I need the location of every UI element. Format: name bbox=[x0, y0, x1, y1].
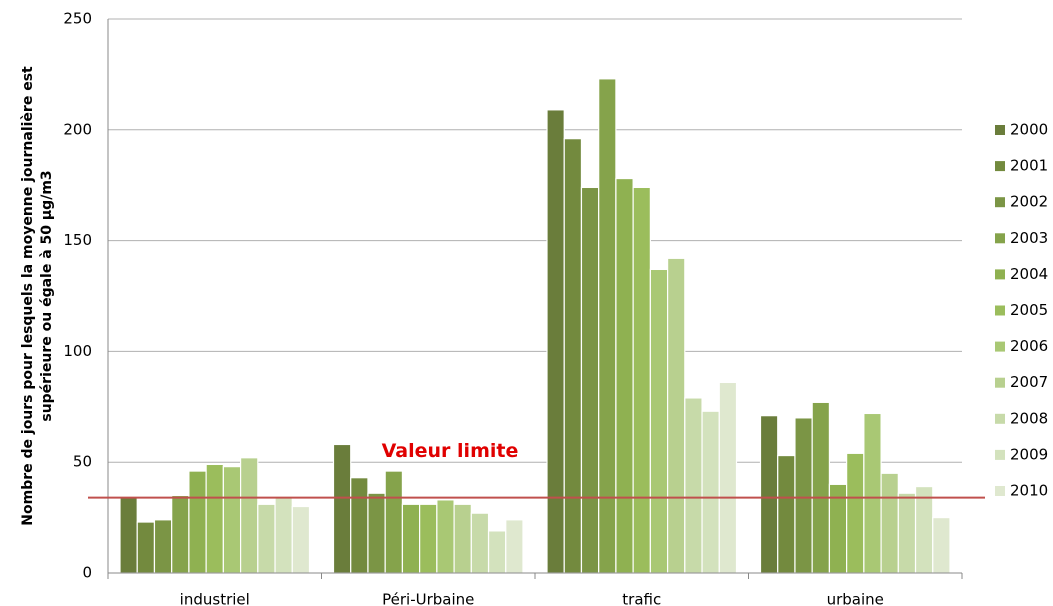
legend-swatch bbox=[995, 413, 1005, 424]
y-tick-label: 250 bbox=[63, 10, 92, 28]
legend-label: 2003 bbox=[1010, 229, 1048, 247]
legend-label: 2001 bbox=[1010, 157, 1048, 175]
bar bbox=[811, 401, 831, 574]
legend-swatch bbox=[995, 125, 1005, 135]
reference-label: Valeur limite bbox=[382, 440, 519, 462]
bar bbox=[119, 497, 138, 574]
bar bbox=[384, 470, 404, 574]
bar bbox=[649, 268, 669, 574]
x-tick-label: urbaine bbox=[827, 591, 884, 606]
bar bbox=[701, 410, 720, 574]
y-tick-label: 100 bbox=[63, 342, 92, 360]
bar bbox=[880, 472, 899, 574]
bar bbox=[546, 109, 565, 574]
y-tick-label: 200 bbox=[63, 120, 92, 138]
bar bbox=[563, 138, 583, 574]
bar bbox=[332, 443, 352, 574]
bar bbox=[794, 417, 813, 574]
legend-label: 2006 bbox=[1010, 337, 1048, 355]
bar bbox=[487, 530, 507, 574]
bar bbox=[453, 503, 472, 574]
bar bbox=[171, 494, 190, 574]
x-tick-label: Péri-Urbaine bbox=[382, 591, 474, 606]
bar bbox=[505, 519, 524, 574]
bar bbox=[350, 477, 369, 574]
bar bbox=[205, 463, 224, 574]
legend-label: 2010 bbox=[1010, 482, 1048, 500]
bar bbox=[153, 519, 173, 574]
bar bbox=[222, 466, 242, 574]
legend-label: 2000 bbox=[1010, 121, 1048, 139]
legend-swatch bbox=[995, 269, 1005, 280]
legend-label: 2009 bbox=[1010, 445, 1048, 463]
legend-label: 2008 bbox=[1010, 409, 1048, 427]
bar bbox=[666, 257, 686, 574]
y-axis-label: supérieure ou égale à 50 µg/m3 bbox=[39, 170, 55, 421]
legend-swatch bbox=[995, 486, 1005, 496]
bar bbox=[632, 186, 651, 574]
legend-label: 2002 bbox=[1010, 193, 1048, 211]
bar bbox=[846, 452, 865, 574]
bar bbox=[897, 492, 917, 574]
bar bbox=[777, 454, 796, 574]
legend-swatch bbox=[995, 233, 1005, 244]
bar bbox=[136, 521, 156, 574]
x-tick-label: industriel bbox=[180, 591, 250, 606]
legend-swatch bbox=[995, 377, 1005, 388]
bar bbox=[257, 503, 276, 574]
bar bbox=[188, 470, 207, 574]
legend-label: 2007 bbox=[1010, 373, 1048, 391]
bar bbox=[274, 497, 293, 574]
bar bbox=[239, 457, 259, 574]
y-axis-label: Nombre de jours pour lesquels la moyenne… bbox=[20, 66, 36, 526]
bar bbox=[436, 499, 455, 574]
legend-swatch bbox=[995, 341, 1005, 352]
bar bbox=[598, 78, 617, 574]
bar bbox=[914, 485, 934, 574]
y-tick-label: 0 bbox=[82, 564, 92, 582]
legend-label: 2005 bbox=[1010, 301, 1048, 319]
bar bbox=[684, 397, 703, 574]
y-tick-label: 50 bbox=[73, 453, 92, 471]
bar bbox=[580, 186, 600, 574]
y-tick-label: 150 bbox=[63, 231, 92, 249]
legend-swatch bbox=[995, 449, 1005, 460]
bar bbox=[291, 505, 311, 574]
bar bbox=[367, 492, 386, 574]
legend-label: 2004 bbox=[1010, 265, 1048, 283]
bar bbox=[759, 415, 779, 574]
bar bbox=[470, 512, 490, 574]
bar bbox=[419, 503, 438, 574]
bar bbox=[932, 516, 951, 574]
legend-swatch bbox=[995, 161, 1005, 172]
bar bbox=[615, 177, 634, 574]
bar bbox=[718, 381, 738, 574]
legend-swatch bbox=[995, 197, 1005, 208]
x-tick-label: trafic bbox=[622, 591, 661, 606]
bar bbox=[401, 503, 421, 574]
bar bbox=[863, 412, 882, 574]
legend-swatch bbox=[995, 305, 1005, 316]
